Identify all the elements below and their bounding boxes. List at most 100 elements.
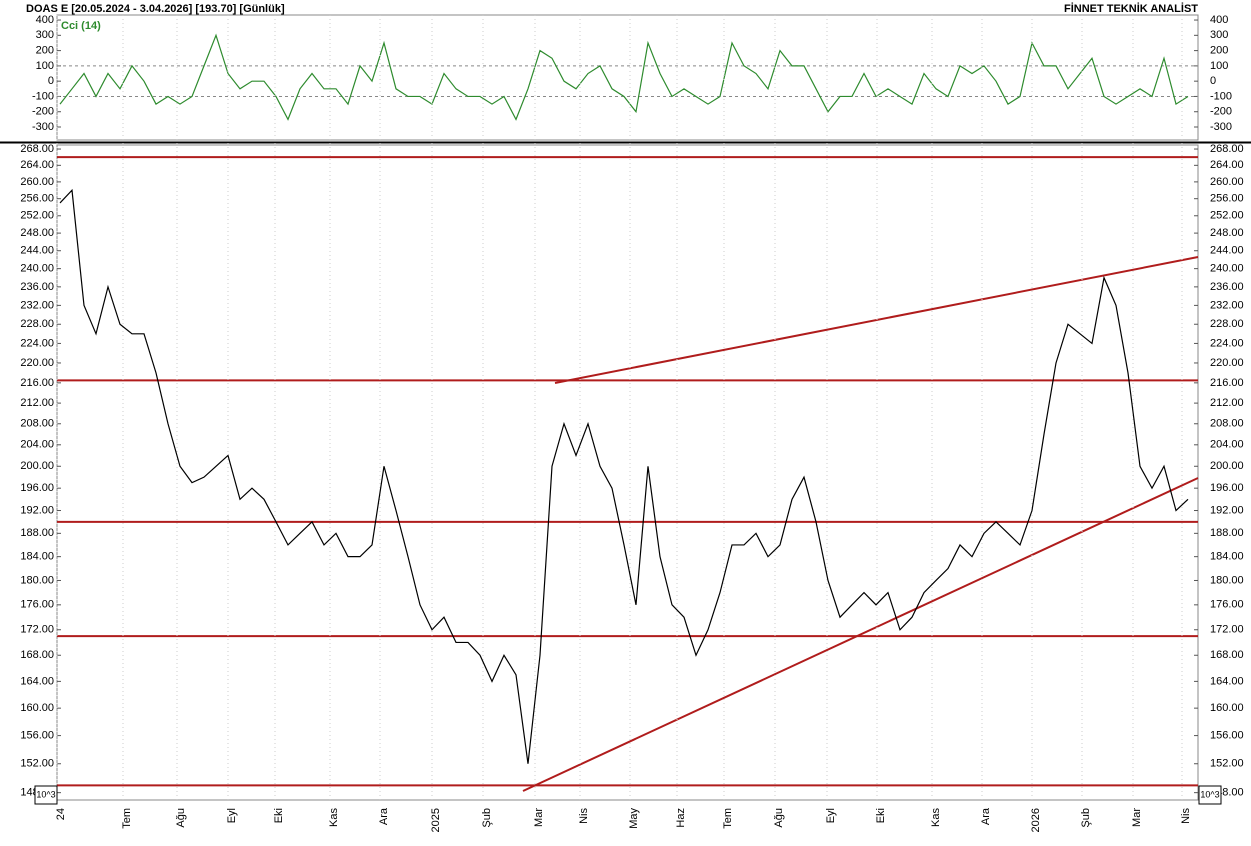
y-tick-label-right: -200 bbox=[1210, 106, 1232, 118]
y-tick-label-right: 180.00 bbox=[1210, 574, 1244, 586]
y-tick-label-left: 244.00 bbox=[20, 245, 54, 257]
y-tick-label-right: -100 bbox=[1210, 90, 1232, 102]
y-tick-label-right: 224.00 bbox=[1210, 337, 1244, 349]
y-tick-label-left: 100 bbox=[36, 60, 54, 72]
x-tick-label: 24 bbox=[55, 808, 67, 820]
x-tick-label: Nis bbox=[578, 808, 590, 824]
y-tick-label-left: 168.00 bbox=[20, 649, 54, 661]
y-tick-label-right: 400 bbox=[1210, 14, 1228, 26]
y-tick-label-right: 220.00 bbox=[1210, 357, 1244, 369]
y-tick-label-left: 248.00 bbox=[20, 227, 54, 239]
y-tick-label-right: 0 bbox=[1210, 75, 1216, 87]
y-tick-label-left: 152.00 bbox=[20, 758, 54, 770]
y-tick-label-left: -100 bbox=[32, 90, 54, 102]
y-tick-label-right: 192.00 bbox=[1210, 504, 1244, 516]
y-tick-label-left: 160.00 bbox=[20, 702, 54, 714]
x-tick-label: Şub bbox=[1080, 808, 1092, 828]
x-tick-label: Ara bbox=[980, 807, 992, 825]
x-tick-label: Kas bbox=[328, 808, 340, 827]
symbol-header: DOAS E [20.05.2024 - 3.04.2026] [193.70]… bbox=[26, 3, 285, 15]
y-tick-label-right: 152.00 bbox=[1210, 758, 1244, 770]
y-tick-label-right: 256.00 bbox=[1210, 193, 1244, 205]
y-tick-label-right: 176.00 bbox=[1210, 599, 1244, 611]
y-tick-label-left: 156.00 bbox=[20, 729, 54, 741]
y-tick-label-left: 184.00 bbox=[20, 551, 54, 563]
y-tick-label-right: 208.00 bbox=[1210, 418, 1244, 430]
y-tick-label-left: 216.00 bbox=[20, 377, 54, 389]
y-tick-label-right: 196.00 bbox=[1210, 482, 1244, 494]
y-tick-label-left: 264.00 bbox=[20, 159, 54, 171]
y-tick-label-left: -300 bbox=[32, 121, 54, 133]
x-tick-label: Eyl bbox=[226, 808, 238, 823]
y-tick-label-left: 204.00 bbox=[20, 439, 54, 451]
y-tick-label-right: 228.00 bbox=[1210, 318, 1244, 330]
y-tick-label-right: 188.00 bbox=[1210, 527, 1244, 539]
y-tick-label-left: 180.00 bbox=[20, 574, 54, 586]
x-tick-label: Ara bbox=[378, 807, 390, 825]
y-tick-label-left: 300 bbox=[36, 29, 54, 41]
x-tick-label: Eki bbox=[875, 808, 887, 823]
y-tick-label-left: 228.00 bbox=[20, 318, 54, 330]
x-tick-label: Ağu bbox=[175, 808, 187, 828]
x-tick-label: Mar bbox=[533, 808, 545, 827]
x-tick-label: Eyl bbox=[825, 808, 837, 823]
y-tick-label-right: 164.00 bbox=[1210, 675, 1244, 687]
y-tick-label-right: 184.00 bbox=[1210, 551, 1244, 563]
y-tick-label-left: 224.00 bbox=[20, 337, 54, 349]
y-tick-label-right: 200.00 bbox=[1210, 460, 1244, 472]
y-tick-label-left: 188.00 bbox=[20, 527, 54, 539]
y-tick-label-right: 300 bbox=[1210, 29, 1228, 41]
y-tick-label-left: 400 bbox=[36, 14, 54, 26]
y-tick-label-right: 216.00 bbox=[1210, 377, 1244, 389]
scale-box bbox=[34, 785, 58, 805]
y-tick-label-left: 176.00 bbox=[20, 599, 54, 611]
y-tick-label-left: 220.00 bbox=[20, 357, 54, 369]
scale-box bbox=[1198, 785, 1222, 805]
x-tick-label: Haz bbox=[675, 808, 687, 828]
y-tick-label-left: 240.00 bbox=[20, 263, 54, 275]
y-tick-label-left: 256.00 bbox=[20, 193, 54, 205]
y-tick-label-right: 232.00 bbox=[1210, 299, 1244, 311]
x-tick-label: Mar bbox=[1131, 808, 1143, 827]
y-tick-label-left: 208.00 bbox=[20, 418, 54, 430]
cci-title: Cci (14) bbox=[61, 20, 101, 32]
y-tick-label-right: 160.00 bbox=[1210, 702, 1244, 714]
y-tick-label-right: 268.00 bbox=[1210, 143, 1244, 155]
y-tick-label-left: -200 bbox=[32, 106, 54, 118]
x-tick-label: Nis bbox=[1180, 808, 1192, 824]
y-tick-label-right: 200 bbox=[1210, 45, 1228, 57]
x-tick-label: Eki bbox=[273, 808, 285, 823]
y-tick-label-left: 0 bbox=[48, 75, 54, 87]
y-tick-label-right: 236.00 bbox=[1210, 281, 1244, 293]
x-tick-label: Tem bbox=[722, 808, 734, 829]
support-trendline bbox=[522, 477, 1199, 792]
y-tick-label-left: 200.00 bbox=[20, 460, 54, 472]
y-tick-label-right: -300 bbox=[1210, 121, 1232, 133]
series-line bbox=[59, 33, 1189, 121]
y-tick-label-right: 260.00 bbox=[1210, 176, 1244, 188]
x-tick-label: May bbox=[628, 808, 640, 829]
x-tick-label: Tem bbox=[121, 808, 133, 829]
y-tick-label-left: 200 bbox=[36, 45, 54, 57]
y-tick-label-right: 248.00 bbox=[1210, 227, 1244, 239]
x-tick-label: 2025 bbox=[430, 808, 442, 832]
x-tick-label: Ağu bbox=[773, 808, 785, 828]
y-tick-label-right: 212.00 bbox=[1210, 397, 1244, 409]
y-tick-label-right: 172.00 bbox=[1210, 624, 1244, 636]
y-tick-label-right: 252.00 bbox=[1210, 210, 1244, 222]
y-tick-label-left: 172.00 bbox=[20, 624, 54, 636]
brand: FİNNET TEKNİK ANALİST bbox=[1064, 2, 1198, 15]
y-tick-label-right: 264.00 bbox=[1210, 159, 1244, 171]
cci-frame bbox=[56, 14, 1199, 141]
y-tick-label-right: 244.00 bbox=[1210, 245, 1244, 257]
y-tick-label-left: 212.00 bbox=[20, 397, 54, 409]
price-frame bbox=[56, 144, 1199, 801]
x-tick-label: 2026 bbox=[1030, 808, 1042, 832]
series-line bbox=[59, 188, 1189, 764]
x-tick-label: Kas bbox=[930, 808, 942, 827]
y-tick-label-left: 192.00 bbox=[20, 504, 54, 516]
y-tick-label-left: 196.00 bbox=[20, 482, 54, 494]
y-tick-label-right: 168.00 bbox=[1210, 649, 1244, 661]
